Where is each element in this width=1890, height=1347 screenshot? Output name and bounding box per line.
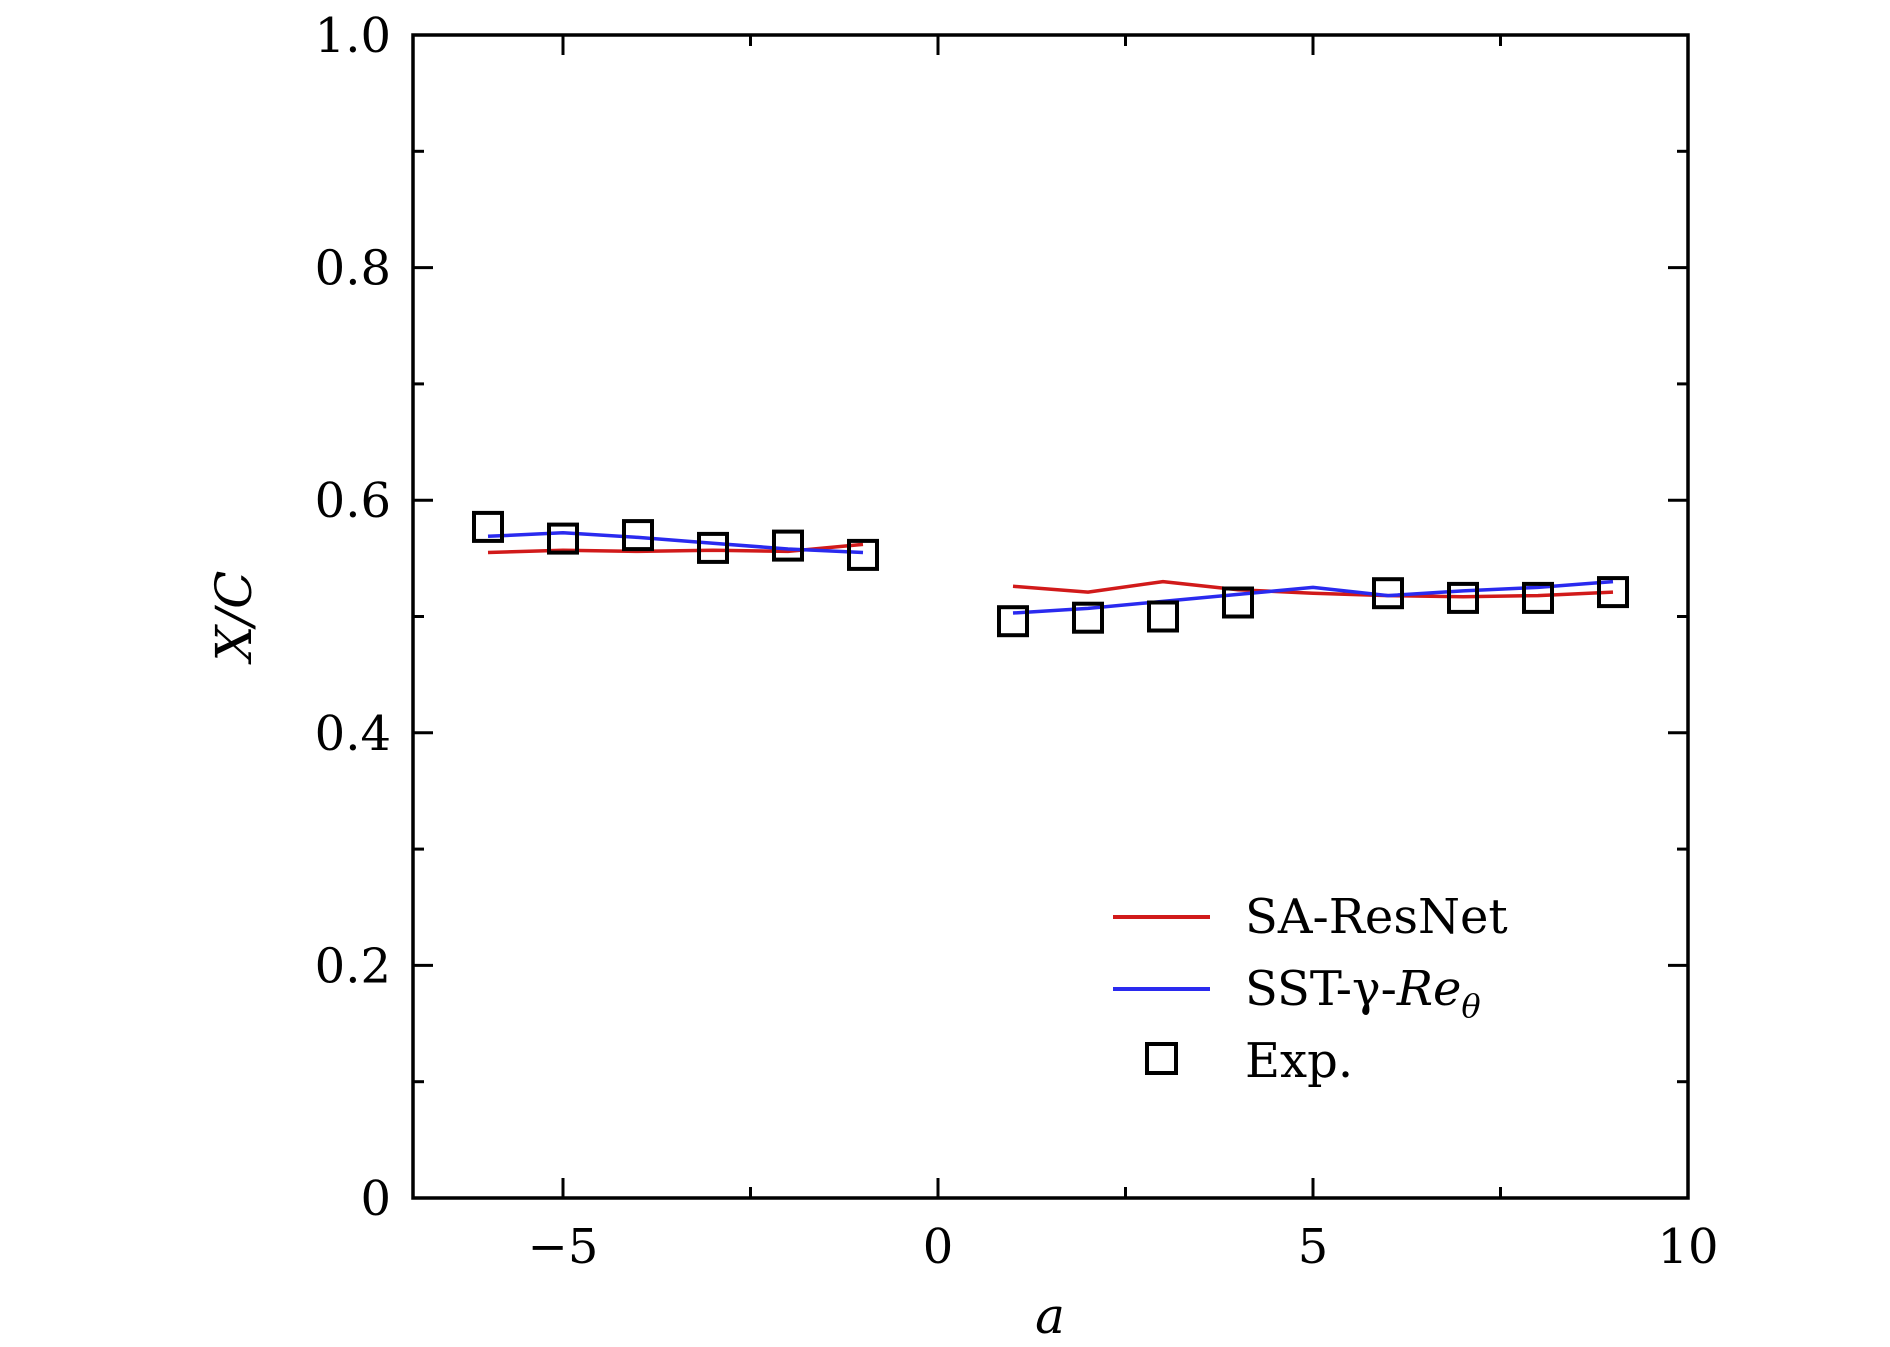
x-tick-label: 10 [1657,1219,1718,1275]
legend: SA-ResNet SST-γ-Reθ Exp. [1113,889,1508,1089]
exp-marker [1522,581,1554,614]
labels-layer: −5 0 5 10 0 0.2 0.4 0.6 0.8 1.0 [315,8,1719,1275]
plot-frame [411,33,1690,1200]
exp-marker [1147,600,1179,633]
exp-marker [847,538,879,571]
y-tick-label: 0.8 [315,241,391,297]
exp-marker [697,531,729,564]
legend-label-sst-prefix: SST-γ- [1245,961,1397,1017]
x-tick-label: 0 [923,1219,954,1275]
x-tick-label: 5 [1298,1219,1329,1275]
x-axis-title: a [1035,1287,1065,1345]
series-line-sst-segment-2 [1012,579,1614,615]
exp-marker [1447,581,1479,614]
legend-label-sst: SST-γ-Reθ [1245,961,1481,1025]
legend-label-sa-resnet: SA-ResNet [1245,889,1508,945]
series-layer [472,510,1629,638]
exp-marker [1372,577,1404,610]
legend-swatch-exp [1145,1042,1178,1075]
legend-label-exp: Exp. [1245,1033,1353,1089]
x-tick-label: −5 [528,1219,599,1275]
y-axis-label: X/C [205,571,263,666]
legend-label-sst-sub: θ [1461,987,1480,1025]
y-tick-label: 0 [360,1171,391,1227]
exp-marker [547,522,579,555]
exp-marker [622,519,654,552]
ticks-layer [413,33,1690,1200]
y-tick-label: 0.2 [315,938,391,994]
x-axis-label: a [1035,1287,1065,1345]
y-tick-label: 1.0 [315,8,391,64]
exp-marker [1222,586,1254,619]
exp-marker [772,529,804,562]
exp-marker [1597,576,1629,609]
exp-marker [1072,601,1104,634]
legend-label-sst-re: Re [1396,961,1462,1017]
series-line-sa-resnet-segment-2 [1012,579,1614,599]
y-tick-label: 0.6 [315,473,391,529]
y-axis-title: X/C [205,571,263,666]
exp-marker [997,605,1029,638]
y-tick-label: 0.4 [315,706,391,762]
exp-marker [472,510,504,543]
